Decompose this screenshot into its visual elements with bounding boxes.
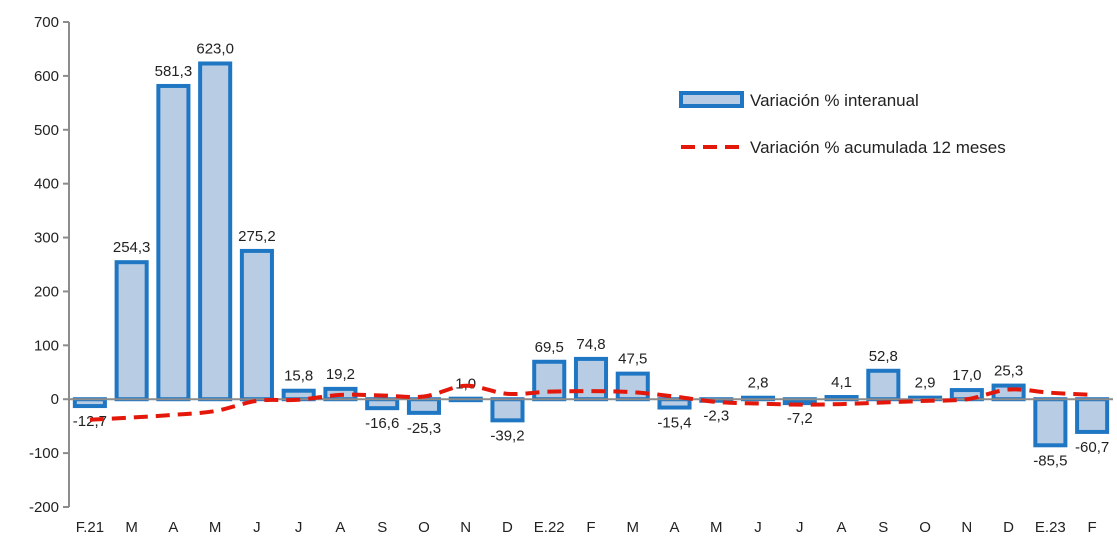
x-tick-label: F.21 (76, 519, 104, 536)
legend-bar-label: Variación % interanual (750, 91, 919, 110)
bar-data-label: -85,5 (1033, 452, 1067, 469)
x-tick-label: A (335, 519, 345, 536)
bar-4 (239, 248, 274, 402)
y-tick-label: 200 (34, 283, 59, 300)
cumulative-line (89, 383, 1093, 422)
bar-23 (1033, 397, 1068, 448)
bar-data-label: 2,8 (748, 375, 769, 392)
x-tick-label: D (1003, 519, 1014, 536)
x-axis: F.21 M A M J J A S O N D E.22 F M A M J J A S O N D E.23 F (69, 398, 1113, 536)
x-tick-label: S (878, 519, 888, 536)
x-tick-label: D (502, 519, 513, 536)
x-tick-label: N (961, 519, 972, 536)
bar-data-label: -2,3 (703, 407, 729, 424)
bar-data-label: -60,7 (1075, 439, 1109, 456)
x-tick-label: J (754, 519, 762, 536)
x-tick-label: S (377, 519, 387, 536)
bar-data-label: 69,5 (535, 339, 564, 356)
x-tick-label: F (586, 519, 595, 536)
x-tick-label: E.22 (534, 519, 565, 536)
bar-data-label: 17,0 (952, 367, 981, 384)
x-tick-label: M (209, 519, 222, 536)
x-tick-label: N (460, 519, 471, 536)
x-tick-label: J (796, 519, 804, 536)
bar-data-label: -25,3 (407, 420, 441, 437)
bar-data-label: 74,8 (576, 336, 605, 353)
y-tick-label: -200 (29, 499, 59, 516)
y-tick-label: 400 (34, 176, 59, 193)
bar-1 (114, 260, 149, 402)
y-tick-label: 0 (51, 391, 59, 408)
bar-13 (615, 371, 650, 402)
y-tick-label: 500 (34, 122, 59, 139)
x-tick-label: O (919, 519, 931, 536)
bar-data-label: -7,2 (787, 410, 813, 427)
bar-3 (198, 61, 233, 402)
x-tick-label: M (627, 519, 640, 536)
y-tick-label: 300 (34, 230, 59, 247)
bar-data-label: -16,6 (365, 415, 399, 432)
bar-2 (156, 83, 191, 402)
x-tick-label: A (670, 519, 680, 536)
y-tick-label: -100 (29, 445, 59, 462)
bar-0 (72, 397, 107, 409)
bar-24 (1075, 397, 1110, 434)
bar-8 (406, 397, 441, 415)
bar-14 (657, 397, 692, 410)
bar-data-label: 15,8 (284, 368, 313, 385)
y-axis: -200 -100 0 100 200 300 400 500 600 700 (29, 14, 70, 516)
y-tick-label: 600 (34, 68, 59, 85)
bar-data-label: 623,0 (196, 40, 234, 57)
x-tick-label: A (837, 519, 847, 536)
bar-data-label: 275,2 (238, 228, 276, 245)
bar-data-label: 19,2 (326, 366, 355, 383)
x-tick-label: M (710, 519, 723, 536)
bar-data-label: 25,3 (994, 363, 1023, 380)
bar-data-label: 4,1 (831, 374, 852, 391)
bar-data-label: 47,5 (618, 351, 647, 368)
x-tick-label: A (168, 519, 178, 536)
bar-data-label: 2,9 (915, 375, 936, 392)
x-tick-label: M (125, 519, 138, 536)
y-tick-label: 100 (34, 337, 59, 354)
bar-data-label: -39,2 (490, 427, 524, 444)
bar-data-label: 581,3 (155, 63, 193, 80)
x-tick-label: O (418, 519, 430, 536)
x-tick-label: J (295, 519, 303, 536)
y-tick-label: 700 (34, 14, 59, 31)
cumulative-line-group (89, 383, 1093, 422)
bar-data-label: 52,8 (869, 348, 898, 365)
x-tick-label: F (1088, 519, 1097, 536)
bar-19 (866, 368, 901, 402)
bars (72, 61, 1110, 448)
x-tick-label: J (253, 519, 261, 536)
bar-10 (490, 397, 525, 423)
x-tick-label: E.23 (1035, 519, 1066, 536)
legend: Variación % interanual Variación % acumu… (679, 91, 1006, 157)
legend-bar-swatch (679, 91, 744, 108)
bar-data-label: -12,7 (73, 413, 107, 430)
bar-data-label: 254,3 (113, 239, 151, 256)
legend-line-label: Variación % acumulada 12 meses (750, 138, 1006, 157)
bar-7 (365, 397, 400, 411)
bar-data-label: -15,4 (657, 415, 691, 432)
